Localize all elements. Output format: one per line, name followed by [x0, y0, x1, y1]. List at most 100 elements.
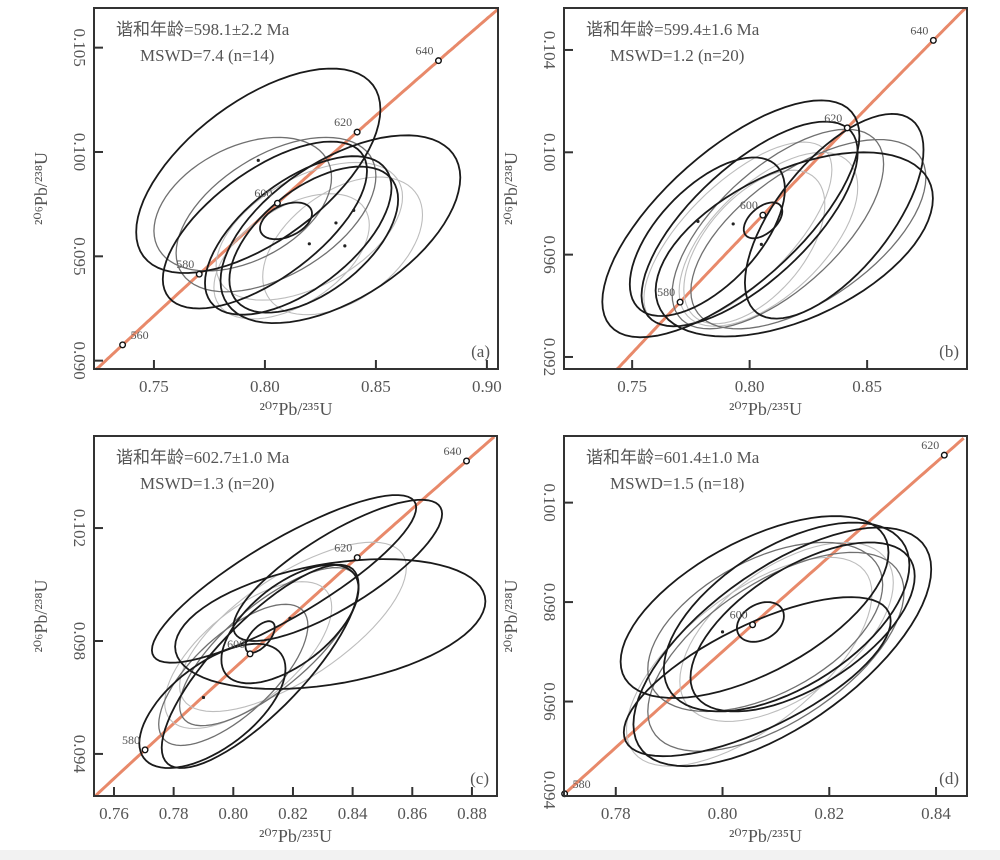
concordia-age-label: 620 [824, 111, 842, 125]
data-point [343, 244, 347, 248]
concordia-age-marker [749, 621, 757, 629]
y-tick-label: 0.092 [540, 338, 559, 376]
panel-c: 580 600 620 640 0.76 0.78 0.80 0.82 0.84 0.86 0.88… [31, 435, 498, 846]
error-ellipse [679, 541, 894, 722]
y-tick-label: 0.094 [70, 735, 89, 774]
y-tick-label: 0.096 [540, 236, 559, 274]
concordia-age-annotation: 谐和年龄=599.4±1.6 Ma [586, 20, 760, 39]
error-ellipse [174, 558, 487, 690]
concordia-age-marker [759, 211, 767, 219]
concordia-age-marker [434, 57, 442, 65]
error-ellipse [232, 498, 444, 642]
concordia-age-marker [353, 128, 361, 136]
error-ellipse [215, 161, 404, 301]
concordia-age-marker [273, 199, 281, 207]
concordia-age-label: 620 [334, 115, 352, 129]
data-point [256, 158, 260, 162]
data-point [288, 616, 292, 621]
y-tick-label: 0.098 [540, 583, 559, 621]
concordia-age-marker [676, 298, 684, 306]
error-ellipse [662, 521, 911, 713]
error-ellipse [678, 151, 859, 327]
concordia-age-label: 600 [740, 198, 758, 212]
y-tick-label: 0.094 [540, 771, 559, 810]
concordia-age-marker [246, 650, 254, 658]
x-tick-label: 0.76 [99, 804, 129, 823]
x-tick-label: 0.84 [338, 804, 368, 823]
y-axis-title: ²⁰⁶Pb/²³⁸U [31, 580, 51, 653]
concordia-age-label: 600 [730, 608, 748, 622]
y-tick-label: 0.100 [540, 133, 559, 171]
panel-label: (a) [471, 342, 490, 361]
error-ellipse [213, 193, 370, 320]
x-axis-title: ²⁰⁷Pb/²³⁵U [729, 826, 802, 846]
y-tick-label: 0.096 [540, 682, 559, 720]
mswd-annotation: MSWD=1.2 (n=20) [610, 46, 744, 65]
x-tick-label: 0.78 [601, 804, 631, 823]
concordia-age-label: 640 [415, 44, 433, 58]
plot-frame [563, 435, 968, 797]
concordia-age-marker [195, 270, 203, 278]
concordia-age-label: 620 [334, 541, 352, 555]
panel-d: 580 600 620 0.78 0.80 0.82 0.84 0.094 0.096 0.098… [501, 435, 968, 846]
error-ellipse [179, 541, 407, 713]
concordia-age-annotation: 谐和年龄=598.1±2.2 Ma [116, 20, 290, 39]
plot-area [601, 6, 968, 371]
x-tick-label: 0.88 [457, 804, 487, 823]
concordia-age-label: 600 [227, 637, 245, 651]
mean-age-ellipse [244, 620, 276, 654]
x-tick-label: 0.86 [397, 804, 427, 823]
data-point [720, 630, 725, 634]
data-point [759, 242, 763, 247]
concordia-age-marker [463, 457, 471, 465]
error-ellipse [161, 140, 368, 310]
error-ellipse [204, 155, 393, 316]
error-ellipse [138, 642, 287, 769]
y-tick-label: 0.090 [70, 342, 89, 380]
x-tick-label: 0.90 [472, 377, 502, 396]
error-ellipse [690, 138, 927, 330]
x-tick-label: 0.80 [708, 804, 738, 823]
x-tick-label: 0.78 [159, 804, 189, 823]
error-ellipse [219, 134, 462, 325]
y-tick-label: 0.102 [70, 509, 89, 547]
error-ellipse [220, 563, 360, 685]
concordia-age-label: 620 [921, 438, 939, 452]
error-ellipse [654, 151, 934, 338]
error-ellipse [643, 141, 833, 327]
panel-a: 560 580 600 620 640 0.75 0.80 0.85 0.90 0.090 0.09… [31, 7, 502, 419]
error-ellipse [619, 515, 890, 699]
concordia-curve [616, 6, 968, 371]
data-point [352, 208, 356, 213]
concordia-age-marker [940, 451, 948, 459]
x-tick-label: 0.80 [218, 804, 248, 823]
x-axis-title: ²⁰⁷Pb/²³⁵U [729, 399, 802, 419]
plot-frame [93, 435, 498, 797]
error-ellipse [647, 551, 905, 752]
error-ellipse [671, 128, 885, 330]
error-ellipse [647, 541, 884, 713]
concordia-age-marker [141, 746, 149, 754]
concordia-age-marker [119, 341, 127, 349]
error-ellipse [228, 165, 400, 314]
y-tick-label: 0.104 [540, 31, 559, 70]
concordia-curve [94, 435, 496, 797]
y-tick-label: 0.100 [540, 484, 559, 522]
concordia-age-label: 580 [122, 733, 140, 747]
data-point [696, 219, 700, 223]
mswd-annotation: MSWD=1.3 (n=20) [140, 474, 274, 493]
concordia-age-annotation: 谐和年龄=602.7±1.0 Ma [116, 448, 290, 467]
concordia-age-marker [929, 36, 937, 44]
data-point [731, 222, 735, 226]
y-tick-label: 0.100 [70, 133, 89, 171]
error-ellipse [640, 120, 859, 328]
y-tick-label: 0.095 [70, 237, 89, 275]
concordia-age-marker [843, 124, 851, 132]
x-tick-label: 0.80 [735, 377, 765, 396]
error-ellipse [632, 526, 933, 768]
error-ellipse [178, 566, 360, 727]
bottom-band [0, 850, 1000, 860]
error-ellipse [622, 596, 892, 758]
x-axis-title: ²⁰⁷Pb/²³⁵U [259, 826, 332, 846]
